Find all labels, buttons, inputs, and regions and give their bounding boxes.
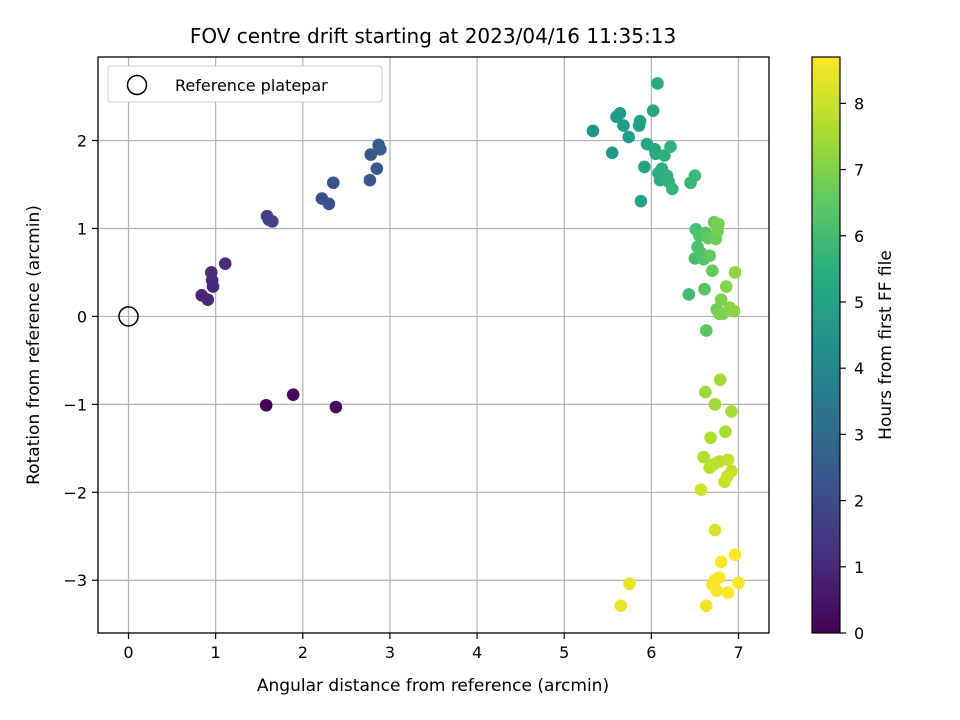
y-tick-label: 2 (77, 132, 87, 151)
data-point (613, 106, 627, 120)
data-point (204, 266, 218, 279)
data-point (322, 197, 336, 211)
colorbar-tick-label: 7 (854, 161, 864, 180)
x-tick-label: 4 (472, 643, 482, 662)
data-point (201, 293, 215, 307)
colorbar-label: Hours from first FF file (876, 250, 896, 440)
x-axis: 0 1 2 3 4 5 6 7 (123, 633, 744, 662)
y-tick-label: −2 (63, 483, 87, 502)
x-tick-label: 2 (298, 643, 308, 662)
colorbar-ticks: 0 1 2 3 4 5 6 7 8 (840, 94, 864, 643)
data-point (727, 304, 741, 318)
data-point (720, 280, 733, 293)
data-point (719, 425, 732, 438)
colorbar: 0 1 2 3 4 5 6 7 8 Hours from first FF file (811, 56, 896, 643)
data-point (699, 599, 713, 613)
colorbar-tick-label: 4 (854, 359, 864, 378)
data-point (370, 162, 384, 175)
data-point (704, 431, 717, 445)
x-tick-label: 7 (733, 643, 743, 662)
colorbar-frame (811, 56, 841, 634)
x-tick-label: 0 (123, 643, 133, 662)
colorbar-tick-label: 5 (854, 293, 864, 312)
data-point (265, 215, 279, 228)
data-point (728, 266, 742, 279)
data-point (218, 257, 232, 270)
y-axis: −3 −2 −1 0 1 2 (63, 132, 98, 590)
data-point (697, 450, 710, 464)
data-point (694, 483, 708, 496)
data-point (732, 576, 745, 590)
data-point (259, 398, 273, 412)
data-point (326, 176, 340, 190)
legend-box (107, 65, 383, 103)
data-point (712, 217, 725, 231)
legend-marker (126, 74, 148, 96)
data-point (374, 143, 387, 156)
data-point (614, 599, 628, 613)
data-point (706, 264, 719, 277)
plot-frame (97, 56, 770, 634)
data-point (713, 373, 727, 387)
data-point (710, 584, 724, 598)
data-point (633, 114, 647, 128)
x-tick-label: 6 (646, 643, 656, 662)
data-point (699, 324, 713, 337)
y-tick-label: −1 (63, 395, 87, 414)
reference-platepar-marker (118, 306, 139, 327)
x-tick-label: 5 (559, 643, 569, 662)
x-tick-label: 3 (385, 643, 395, 662)
chart-title: FOV centre drift starting at 2023/04/16 … (190, 24, 676, 48)
data-point (688, 169, 702, 183)
colorbar-tick-label: 2 (854, 492, 864, 511)
colorbar-tick-label: 8 (854, 94, 864, 113)
data-point (364, 148, 378, 161)
data-point (586, 124, 600, 138)
y-tick-label: −3 (63, 571, 87, 590)
colorbar-tick-label: 0 (854, 624, 864, 643)
colorbar-tick-label: 3 (854, 425, 864, 444)
data-point (698, 282, 711, 296)
data-point (622, 130, 635, 144)
y-tick-label: 1 (77, 219, 87, 238)
legend-label: Reference platepar (175, 76, 328, 95)
data-point (363, 173, 377, 187)
data-point (720, 470, 734, 483)
colorbar-tick-label: 1 (854, 558, 864, 577)
data-point (703, 249, 717, 263)
data-point (617, 119, 630, 132)
data-point (638, 160, 651, 174)
x-tick-label: 1 (211, 643, 221, 662)
data-point (658, 149, 671, 162)
data-point (725, 405, 738, 418)
scatter-points (195, 77, 745, 613)
data-point (708, 398, 722, 411)
legend: Reference platepar (107, 65, 383, 103)
data-point (286, 388, 300, 401)
data-point (634, 194, 648, 208)
data-point (728, 548, 742, 562)
data-point (714, 555, 728, 569)
data-point (665, 182, 679, 196)
y-tick-label: 0 (77, 307, 87, 326)
data-point (721, 453, 735, 467)
data-point (605, 146, 619, 160)
data-point (714, 293, 728, 307)
data-point (651, 77, 664, 90)
data-point (721, 586, 735, 599)
data-point (699, 385, 712, 399)
colorbar-gradient (812, 57, 840, 633)
grid (98, 57, 769, 633)
data-point (664, 140, 677, 153)
x-axis-title: Angular distance from reference (arcmin) (257, 676, 609, 696)
data-point (646, 104, 660, 117)
data-point (623, 577, 636, 591)
data-point (713, 571, 726, 584)
data-point (329, 400, 343, 414)
data-point (708, 523, 722, 537)
colorbar-tick-label: 6 (854, 227, 864, 246)
y-axis-title: Rotation from reference (arcmin) (24, 205, 44, 485)
data-point (682, 288, 696, 301)
